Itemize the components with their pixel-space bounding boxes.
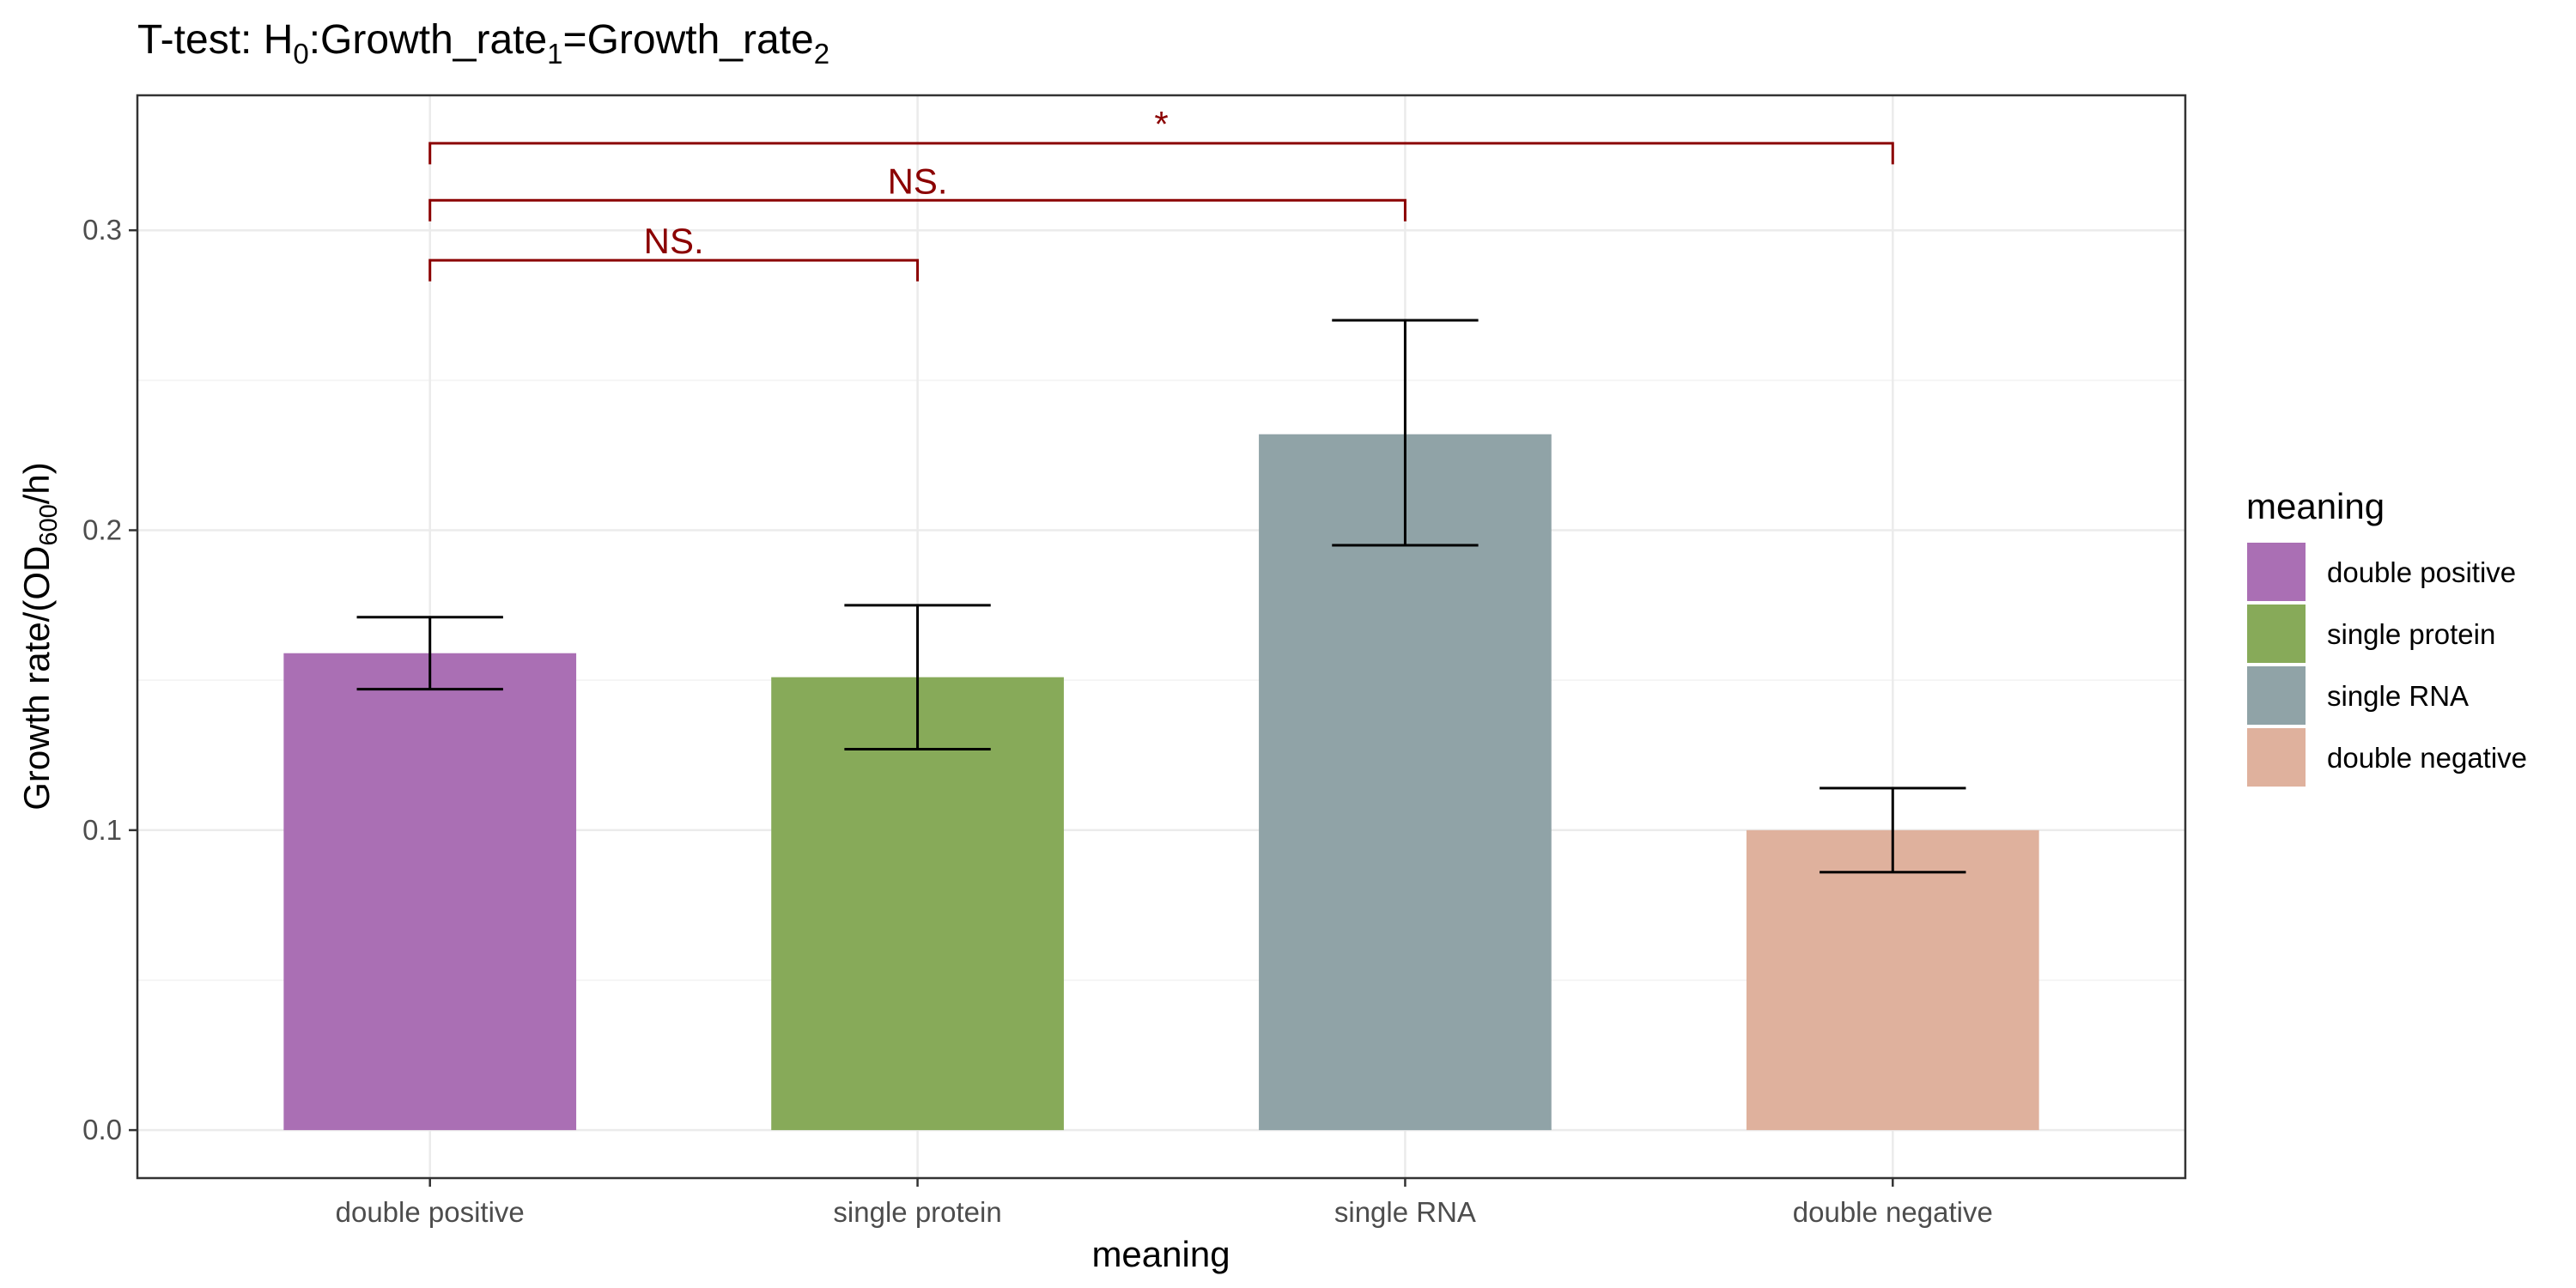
significance-bracket: NS.	[428, 161, 1406, 222]
legend-item: double positive	[2247, 543, 2516, 601]
significance-bracket: *	[428, 104, 1894, 165]
y-tick-label: 0.0	[82, 1114, 122, 1145]
legend-swatch	[2247, 605, 2306, 663]
legend: meaning double positive single protein sin…	[2246, 486, 2527, 787]
x-tick-label: double positive	[336, 1196, 525, 1228]
error-bars-group	[356, 319, 1966, 874]
significance-label: NS.	[888, 161, 948, 201]
x-tick-label: double negative	[1793, 1196, 1993, 1228]
significance-label: *	[1154, 104, 1168, 144]
significance-bracket: NS.	[428, 221, 920, 282]
significance-annotations: NS. NS. *	[428, 104, 1894, 282]
legend-label: double negative	[2327, 742, 2527, 774]
bar	[771, 677, 1064, 1131]
y-axis: 0.0 0.1 0.2 0.3	[82, 214, 137, 1145]
legend-items: double positive single protein single RNA d…	[2247, 543, 2527, 787]
legend-label: single RNA	[2327, 680, 2469, 712]
y-tick-label: 0.3	[82, 214, 122, 246]
legend-item: single RNA	[2247, 666, 2469, 725]
x-axis-title: meaning	[1091, 1234, 1230, 1274]
chart-title: T-test: H0:Growth_rate1=Growth_rate2	[137, 17, 829, 70]
bar	[1259, 434, 1552, 1131]
y-tick-label: 0.1	[82, 814, 122, 846]
error-bar	[1820, 787, 1966, 874]
error-bar	[844, 604, 991, 750]
bar	[1746, 829, 2039, 1131]
panel-border	[136, 94, 2187, 1180]
legend-swatch	[2247, 666, 2306, 725]
x-axis: double positive single protein single RNA d…	[336, 1178, 1993, 1228]
x-tick-label: single RNA	[1334, 1196, 1476, 1228]
legend-swatch	[2247, 543, 2306, 601]
y-axis-title: Growth rate/(OD600/h)	[16, 462, 63, 810]
bar	[283, 653, 577, 1131]
legend-label: double positive	[2327, 556, 2516, 588]
error-bar	[1332, 319, 1479, 547]
error-bar	[356, 616, 503, 691]
legend-item: double negative	[2247, 728, 2527, 787]
legend-swatch	[2247, 728, 2306, 787]
legend-title: meaning	[2246, 486, 2385, 526]
bars-group	[283, 434, 2039, 1131]
y-tick-label: 0.2	[82, 513, 122, 545]
legend-label: single protein	[2327, 618, 2495, 650]
significance-label: NS.	[644, 221, 704, 261]
legend-item: single protein	[2247, 605, 2495, 663]
x-tick-label: single protein	[833, 1196, 1001, 1228]
